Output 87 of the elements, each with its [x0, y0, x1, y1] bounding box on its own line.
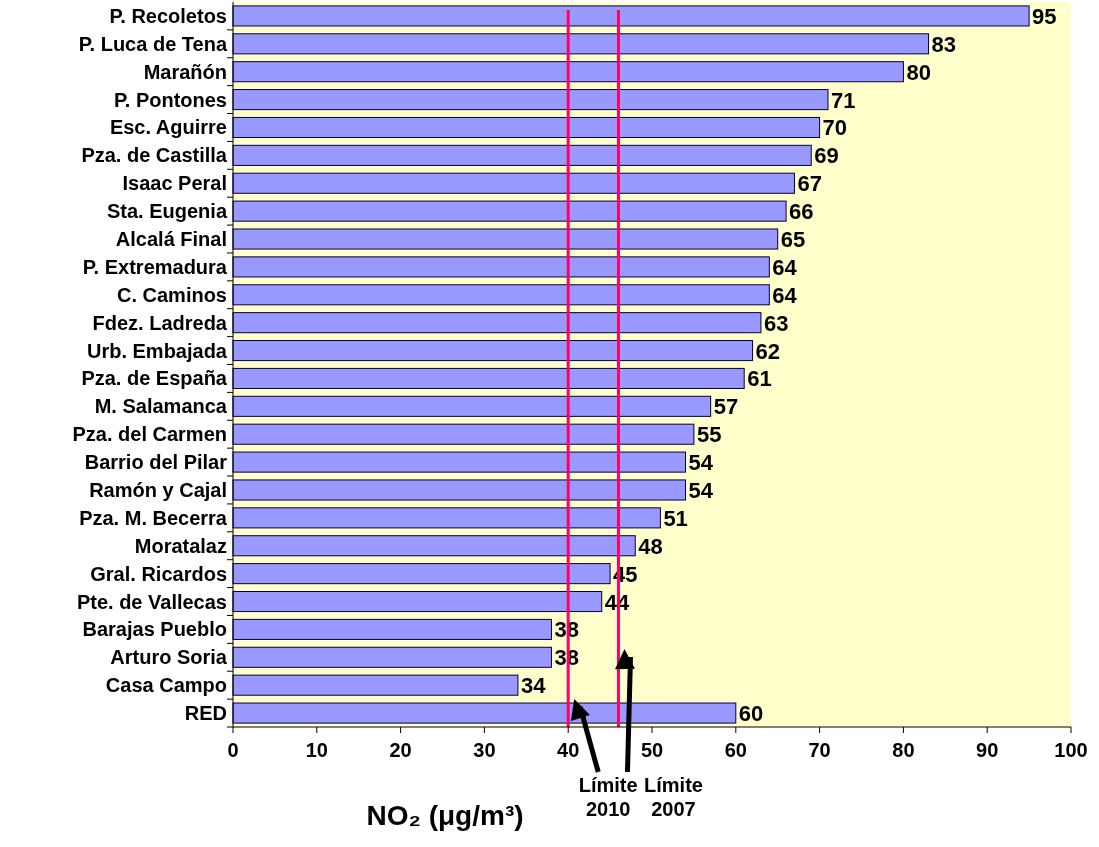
y-tick-label: RED [184, 702, 227, 725]
y-tick-label: P. Extremadura [82, 255, 228, 278]
data-label: 66 [789, 199, 814, 225]
x-tick-label: 40 [557, 739, 580, 761]
y-tick-label: Moratalaz [134, 534, 227, 557]
y-tick-label: Esc. Aguirre [109, 116, 227, 139]
data-label: 55 [696, 422, 722, 448]
bar [232, 89, 829, 111]
y-tick-label: Gral. Ricardos [90, 562, 227, 585]
x-tick-label: 100 [1054, 739, 1088, 761]
data-label: 60 [738, 701, 764, 727]
data-label: 62 [755, 338, 781, 364]
data-label: 61 [747, 366, 772, 392]
x-tick-label: 50 [640, 739, 664, 761]
data-label: 64 [772, 282, 798, 308]
y-tick-label: Barajas Pueblo [82, 618, 227, 641]
data-label: 63 [763, 310, 789, 336]
bar [232, 618, 552, 640]
y-tick-label: Sta. Eugenia [106, 200, 228, 223]
data-label: 70 [822, 115, 848, 141]
y-tick-label: Barrio del Pilar [84, 451, 228, 474]
data-label: 80 [906, 59, 931, 85]
data-label: 69 [814, 143, 839, 169]
bar [232, 5, 1030, 27]
y-tick-label: C. Caminos [116, 283, 227, 306]
bar [232, 395, 712, 417]
data-label: 71 [830, 87, 856, 113]
bar [232, 590, 603, 613]
y-tick-label: M. Salamanca [94, 395, 228, 418]
y-tick-label: Urb. Embajada [86, 339, 228, 362]
y-tick-label: P. Recoletos [109, 4, 227, 27]
y-tick-label: Pza. de Castilla [81, 144, 228, 167]
bar [232, 535, 636, 557]
data-label: 83 [931, 31, 957, 57]
ref-line-label: Límite 2007 [644, 774, 703, 820]
bar [232, 61, 904, 83]
x-tick-label: 70 [808, 739, 831, 761]
y-tick-label: Pte. de Vallecas [76, 590, 227, 613]
y-tick-label: Alcalá Final [115, 228, 227, 251]
x-tick-label: 0 [227, 739, 239, 761]
bar [232, 367, 745, 389]
bar [232, 284, 770, 306]
x-tick-label: 80 [892, 739, 915, 761]
data-label: 95 [1032, 3, 1057, 29]
y-tick-label: Arturo Soria [110, 646, 228, 669]
y-tick-label: Ramón y Cajal [89, 478, 227, 501]
bar [232, 563, 611, 585]
data-label: 67 [797, 171, 822, 197]
y-tick-label: Casa Campo [105, 674, 227, 697]
y-tick-label: Isaac Peral [122, 172, 227, 195]
bar [232, 423, 695, 445]
bar [232, 200, 787, 222]
y-tick-label: Pza. de España [81, 367, 228, 390]
bar [232, 312, 762, 334]
y-tick-label: Pza. del Carmen [72, 423, 227, 446]
bar [232, 172, 795, 194]
bar [232, 144, 812, 166]
bar [232, 507, 661, 529]
y-tick-label: Pza. M. Becerra [79, 506, 228, 529]
bar [232, 116, 821, 139]
data-label: 54 [688, 477, 714, 503]
bar [232, 479, 687, 501]
bar [232, 33, 930, 55]
x-axis-title: NO₂ (μg/m³) [366, 800, 524, 831]
data-label: 48 [638, 533, 663, 559]
bar [232, 646, 552, 668]
data-label: 34 [520, 673, 547, 699]
data-label: 57 [713, 394, 739, 420]
x-tick-label: 30 [473, 739, 496, 761]
ref-line-label: Límite 2010 [578, 774, 638, 820]
bar [232, 256, 770, 278]
x-tick-label: 90 [976, 739, 999, 761]
x-tick-label: 20 [389, 739, 412, 761]
x-tick-label: 10 [305, 739, 328, 761]
data-label: 64 [772, 254, 798, 280]
data-label: 54 [688, 450, 714, 476]
bar [232, 451, 687, 473]
x-tick-label: 60 [724, 739, 747, 761]
y-tick-label: Marañón [143, 60, 227, 83]
bar [232, 674, 519, 696]
y-tick-label: P. Luca de Tena [78, 32, 228, 55]
data-label: 51 [663, 505, 688, 531]
y-tick-label: P. Pontones [114, 88, 227, 111]
y-tick-label: Fdez. Ladreda [92, 311, 228, 334]
data-label: 65 [780, 227, 806, 253]
bar [232, 228, 779, 250]
bar [232, 340, 754, 362]
